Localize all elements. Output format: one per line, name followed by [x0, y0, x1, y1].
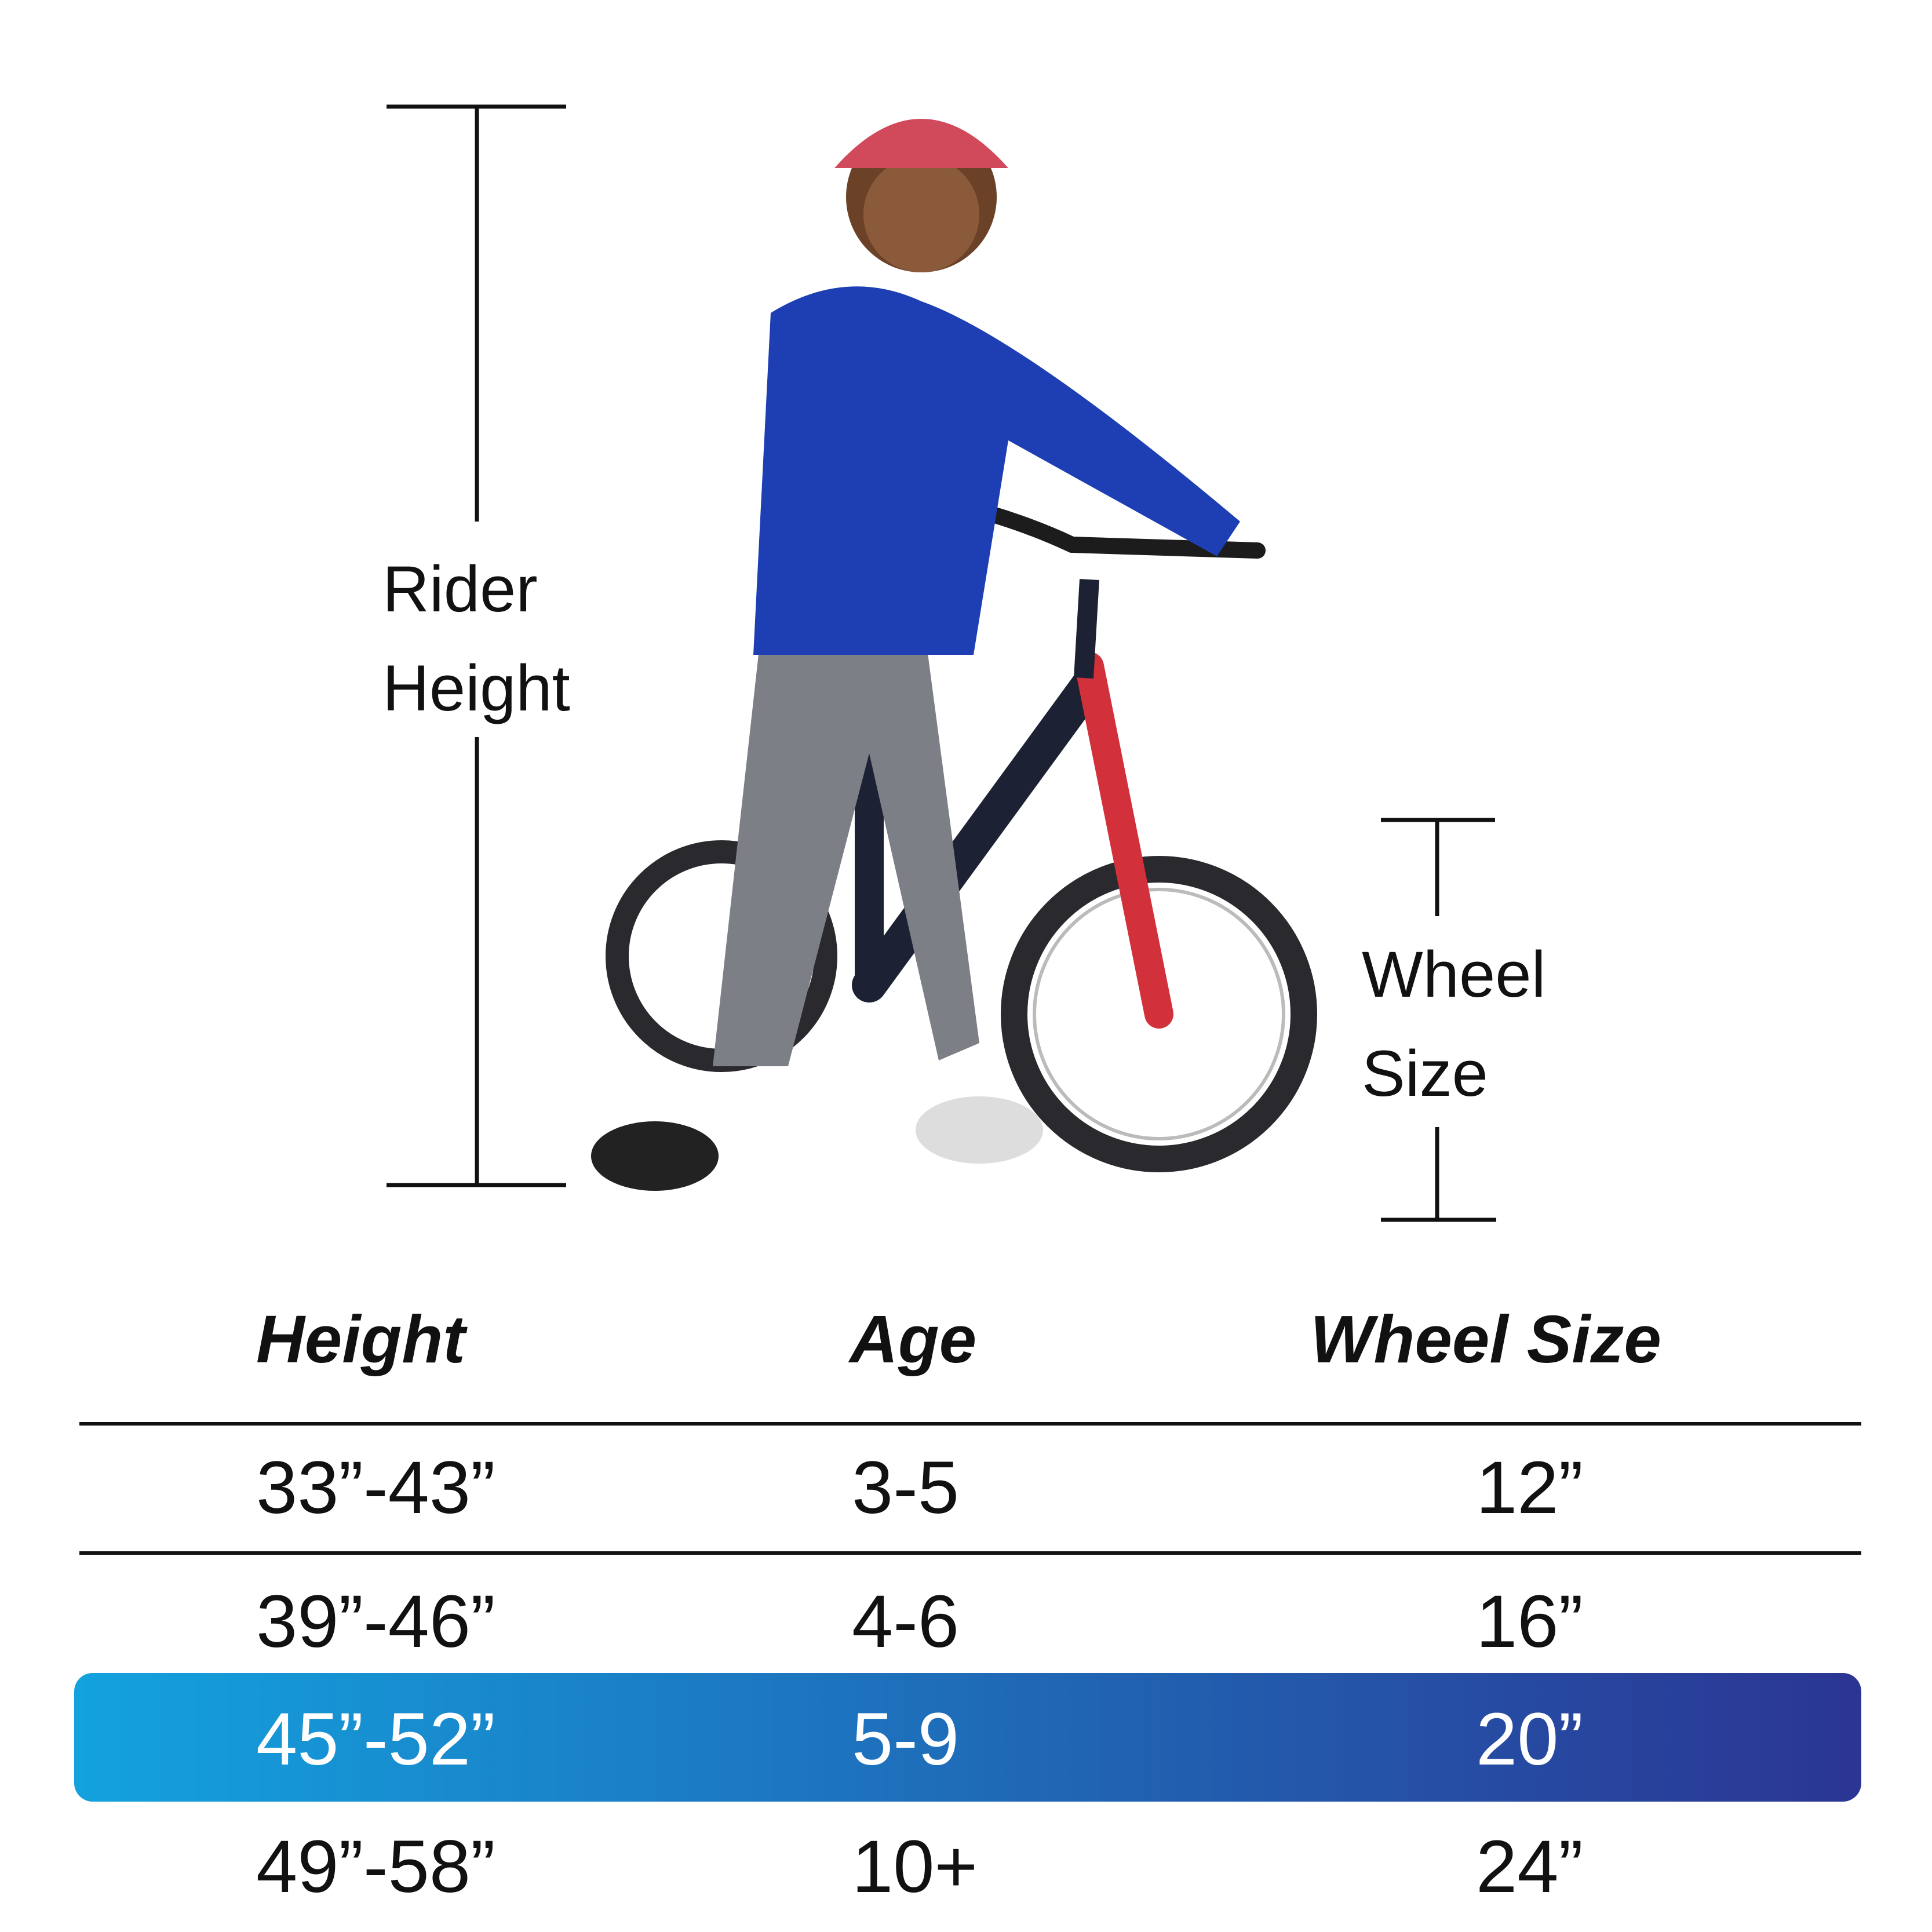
table-cell: 10+ [852, 1825, 978, 1908]
table-cell: 49”-58” [256, 1825, 495, 1908]
table-header: Height Age Wheel Size [256, 1302, 1661, 1377]
table-cell: 4-6 [852, 1580, 959, 1663]
wheel-size-label: Wheel [1362, 938, 1545, 1011]
rider-height-marker [387, 104, 566, 1187]
rider-height-label: Rider [382, 553, 538, 625]
wheel-size-label: Size [1362, 1037, 1488, 1110]
rider-height-label: Height [382, 652, 570, 724]
table-cell: 16” [1476, 1580, 1583, 1663]
table-cell: 39”-46” [256, 1580, 495, 1663]
table-cell: 12” [1476, 1446, 1583, 1529]
table-cell: 33”-43” [256, 1446, 495, 1529]
table-cell: 3-5 [852, 1446, 959, 1529]
header-cell: Height [256, 1302, 468, 1377]
table-body: 33”-43” 3-5 12” 39”-46” 4-6 16” 45”-52” 5-9 20” 4… [74, 1446, 1861, 1908]
table-cell: 24” [1476, 1825, 1583, 1908]
rider-illustration [591, 119, 1317, 1191]
wheel-size-marker [1381, 818, 1496, 1222]
table-cell: 5-9 [852, 1698, 959, 1781]
header-cell: Wheel Size [1310, 1302, 1661, 1377]
table-cell: 45”-52” [256, 1698, 495, 1781]
highlight-bar [74, 1673, 1861, 1802]
table-cell: 20” [1476, 1698, 1583, 1781]
header-cell: Age [848, 1302, 976, 1377]
